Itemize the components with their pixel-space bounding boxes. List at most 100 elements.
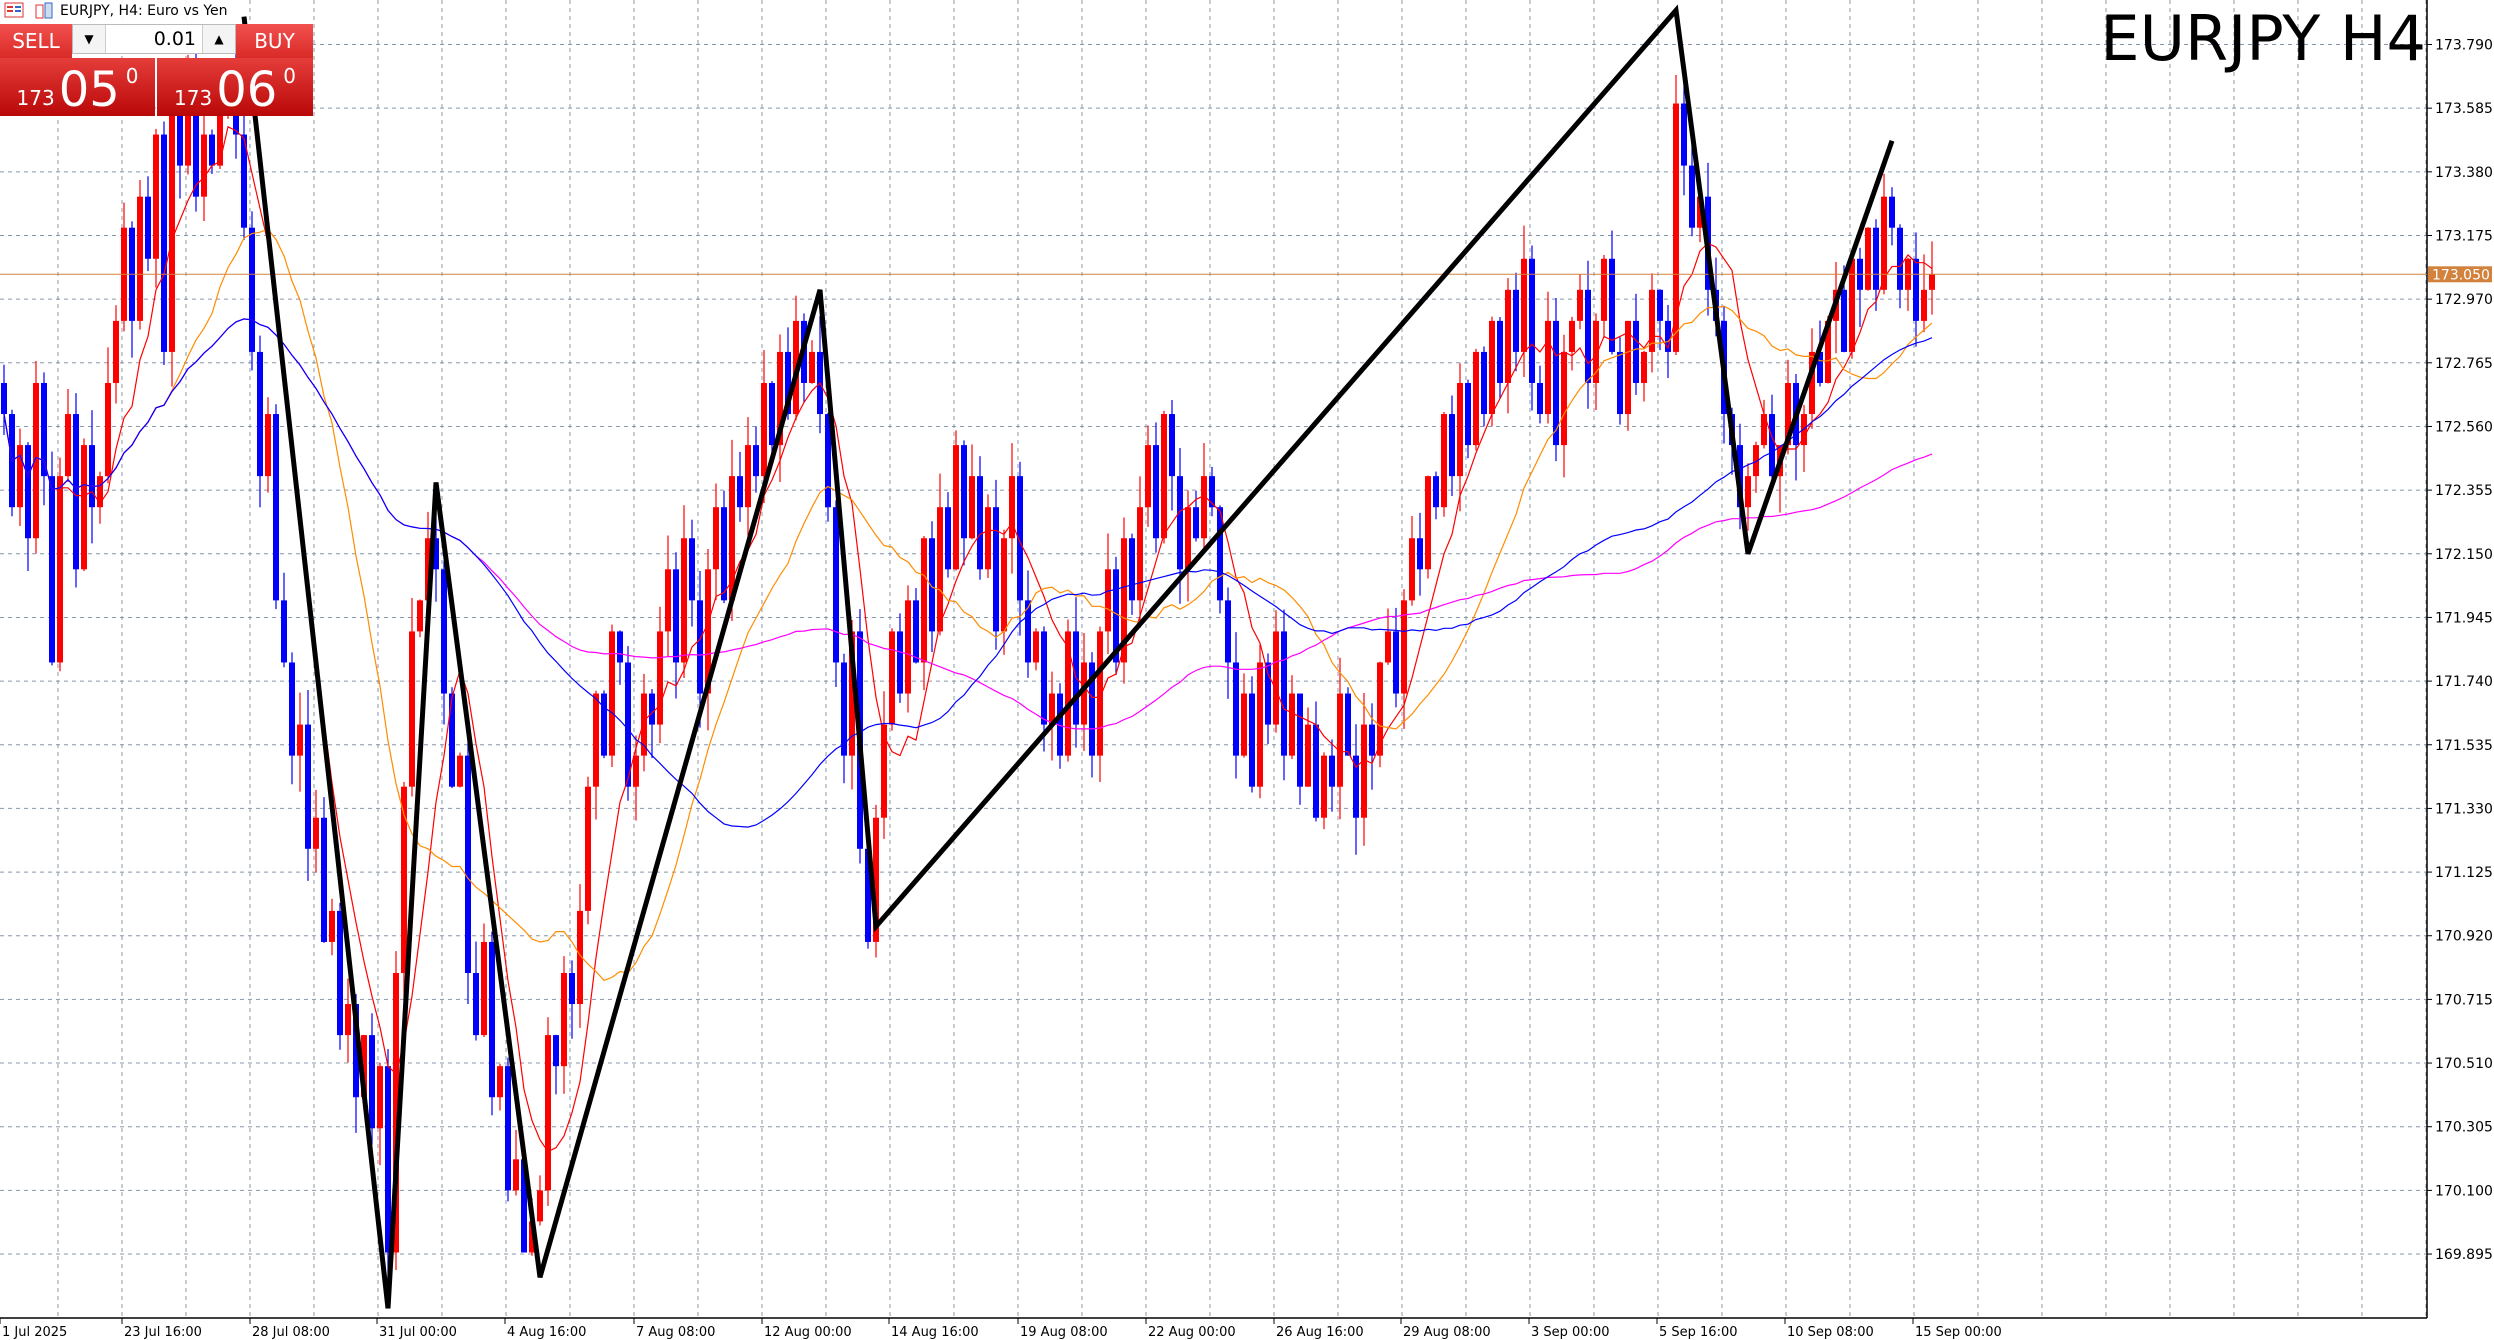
candle-body: [609, 631, 615, 756]
y-tick-label: 170.920: [2435, 929, 2493, 945]
candle-body: [1113, 569, 1119, 663]
lot-increase-icon[interactable]: ▲: [203, 25, 235, 53]
candle-body: [385, 1066, 391, 1253]
candle-body: [241, 134, 247, 228]
candle-body: [553, 1035, 559, 1067]
candle: [513, 1129, 519, 1196]
candle-body: [641, 693, 647, 756]
candle: [465, 735, 471, 1004]
candle-body: [1817, 351, 1823, 383]
candle-body: [1449, 414, 1455, 477]
candle-body: [625, 662, 631, 787]
candle-body: [361, 1035, 367, 1098]
candle-body: [153, 134, 159, 259]
buy-button[interactable]: BUY: [236, 24, 313, 58]
buy-price-button[interactable]: 173 06 0: [157, 58, 313, 116]
candle: [473, 941, 479, 1041]
candle: [809, 340, 815, 384]
candle: [25, 442, 31, 572]
y-tick-label: 172.355: [2435, 483, 2493, 499]
candle-body: [417, 600, 423, 632]
candle: [1633, 293, 1639, 395]
candle-body: [1033, 631, 1039, 663]
candle: [345, 978, 351, 1063]
candle: [401, 782, 407, 1003]
candle-body: [1017, 476, 1023, 601]
candle: [897, 613, 903, 703]
candle: [305, 690, 311, 881]
candle: [1321, 752, 1327, 830]
candle: [1201, 443, 1207, 552]
candle: [17, 428, 23, 527]
candle-body: [1009, 476, 1015, 539]
candle: [977, 456, 983, 580]
y-tick-label: 172.560: [2435, 419, 2493, 435]
candle-body: [33, 382, 39, 539]
candle: [1129, 533, 1135, 615]
candle: [377, 1062, 383, 1166]
x-tick-label: 3 Sep 00:00: [1531, 1325, 1610, 1340]
candle-body: [681, 538, 687, 663]
candle-body: [1305, 724, 1311, 787]
candle: [329, 898, 335, 956]
chart-list-icon[interactable]: [4, 2, 26, 20]
sell-button[interactable]: SELL: [0, 24, 72, 58]
candle: [737, 451, 743, 522]
x-tick-label: 14 Aug 16:00: [891, 1325, 979, 1340]
candle-body: [1697, 196, 1703, 228]
candle: [993, 479, 999, 650]
candle-body: [1665, 320, 1671, 352]
candle-body: [889, 631, 895, 725]
lot-size-input[interactable]: 0.01: [105, 25, 203, 53]
candle: [569, 960, 575, 1039]
candle-body: [1481, 351, 1487, 415]
candle: [1921, 254, 1927, 333]
candle: [1505, 278, 1511, 414]
candle-body: [825, 414, 831, 508]
candle: [41, 372, 47, 506]
candle: [1409, 516, 1415, 606]
candle-body: [1425, 476, 1431, 570]
candle-body: [105, 382, 111, 477]
candle-body: [1297, 693, 1303, 787]
y-tick-label: 171.125: [2435, 865, 2493, 881]
candle-body: [1161, 414, 1167, 539]
candle: [825, 412, 831, 522]
one-click-trading-panel: SELL ▼ 0.01 ▲ BUY 173 05 0 173 06 0: [0, 24, 313, 116]
candle-body: [841, 662, 847, 756]
candle: [1241, 673, 1247, 758]
candle-body: [913, 600, 919, 663]
candle-body: [1849, 258, 1855, 352]
candle: [1265, 653, 1271, 745]
candle-body: [1313, 724, 1319, 818]
lot-size-stepper: ▼ 0.01 ▲: [72, 24, 236, 54]
candle: [753, 426, 759, 493]
candle: [97, 471, 103, 524]
candle: [745, 417, 751, 537]
candle: [1, 364, 7, 435]
candle-body: [1929, 274, 1935, 290]
candle-body: [1065, 631, 1071, 756]
candle: [505, 1057, 511, 1202]
candle: [385, 1049, 391, 1285]
candle-body: [265, 414, 271, 477]
candle-body: [985, 507, 991, 570]
candle-body: [1913, 258, 1919, 321]
candle: [457, 752, 463, 788]
candle-body: [169, 103, 175, 352]
candle-body: [769, 382, 775, 446]
candle: [1753, 441, 1759, 493]
candle-body: [809, 351, 815, 383]
candle: [433, 513, 439, 602]
sell-price-button[interactable]: 173 05 0: [0, 58, 155, 116]
candle-body: [177, 103, 183, 166]
candle: [1121, 517, 1127, 684]
candle-body: [473, 973, 479, 1036]
candle-body: [513, 1159, 519, 1191]
candle-body: [201, 134, 207, 197]
candle-body: [1593, 320, 1599, 383]
buy-price-pips: 06: [216, 62, 278, 118]
candle-body: [321, 817, 327, 942]
lot-decrease-icon[interactable]: ▼: [73, 25, 105, 53]
